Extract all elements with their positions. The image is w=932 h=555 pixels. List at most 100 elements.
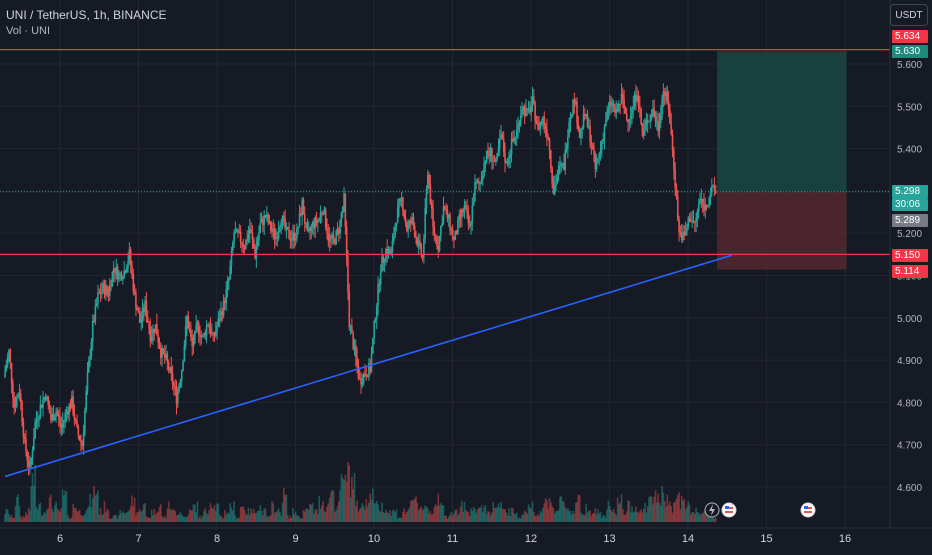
countdown-tag: 30:06 [892,198,928,211]
volume-bar [313,513,315,522]
volume-bar [72,503,74,522]
volume-bar [603,515,606,522]
candle-body [214,331,217,336]
volume-bar [470,508,472,522]
candle-body [623,99,625,109]
currency-button[interactable]: USDT [890,4,928,26]
candle-body [496,153,498,160]
candle-body [276,237,279,239]
candle-body [495,159,497,162]
candle-body [498,138,501,149]
volume-bar [23,516,26,522]
symbol-legend[interactable]: UNI / TetherUS, 1h, BINANCE [6,8,167,22]
volume-bar [273,512,276,522]
volume-bar [269,515,272,522]
candle-body [491,148,493,162]
volume-bar [598,513,601,522]
volume-legend[interactable]: Vol · UNI [6,25,51,37]
candle-body [205,325,208,336]
volume-bar [323,511,326,522]
volume-bar [142,504,145,522]
volume-bar [567,508,569,522]
volume-bar [311,503,314,522]
volume-bar [122,511,124,522]
candle-body [365,375,368,377]
volume-bar [495,507,497,522]
candle-body [314,217,317,229]
candle-body [597,157,599,162]
volume-bar [506,515,509,522]
candle-body [152,328,154,336]
candle-body [539,122,542,130]
time-tick-label: 6 [57,533,63,545]
volume-bar [281,502,284,522]
volume-bar [33,485,35,522]
candle-body [362,373,365,384]
candle-body [238,231,241,233]
candle-body [387,249,390,256]
candle-body [567,136,569,149]
candle-body [195,325,197,331]
candle-body [182,361,184,371]
volume-bar [153,508,156,522]
volume-bar [521,515,523,522]
candle-body [691,220,693,222]
candle-body [624,108,627,114]
candle-body [8,349,10,357]
price-tick-label: 5.200 [897,229,922,240]
volume-bar [692,512,695,522]
volume-bar [334,512,336,522]
candle-body [31,450,34,458]
candle-body [250,229,252,233]
volume-bar [111,517,114,522]
top-level-price-tag: 5.634 [892,30,928,43]
volume-bar [646,506,649,522]
volume-bar [590,515,593,522]
candle-body [412,216,415,226]
volume-bar [413,498,416,522]
candle-body [301,199,303,216]
volume-bar [449,514,451,522]
candle-body [60,424,63,428]
candle-body [676,196,679,220]
volume-bar [69,518,72,522]
volume-bar [453,513,455,522]
candle-body [259,222,262,233]
candle-body [136,308,139,311]
volume-bar [403,508,406,522]
candle-body [197,322,200,335]
candle-body [552,183,555,194]
candle-body [161,348,163,358]
volume-bar [18,506,21,522]
candle-body [512,138,514,142]
ask-price-tag: 5.289 [892,214,928,227]
volume-bar [374,503,377,522]
candle-body [670,123,673,135]
candle-body [140,318,142,323]
volume-bar [98,514,101,522]
candle-body [629,115,632,120]
volume-bar [553,513,556,522]
candle-body [591,145,594,150]
candle-body [646,120,649,123]
candle-body [247,233,250,241]
volume-bar [119,510,122,522]
candle-body [599,149,602,154]
volume-bar [519,518,522,522]
candle-body [658,122,661,132]
volume-bar [458,512,461,522]
volume-bar [604,518,607,522]
volume-bar [290,517,293,522]
candle-body [515,130,518,138]
last-price-tag: 5.298 [892,185,928,198]
candle-body [208,324,211,328]
volume-bar [362,505,365,522]
volume-bar [116,518,119,522]
candle-body [254,247,256,258]
candle-body [51,414,53,420]
candle-body [281,215,284,223]
volume-bar [618,504,620,522]
candle-body [404,217,407,223]
volume-bar [584,515,586,522]
